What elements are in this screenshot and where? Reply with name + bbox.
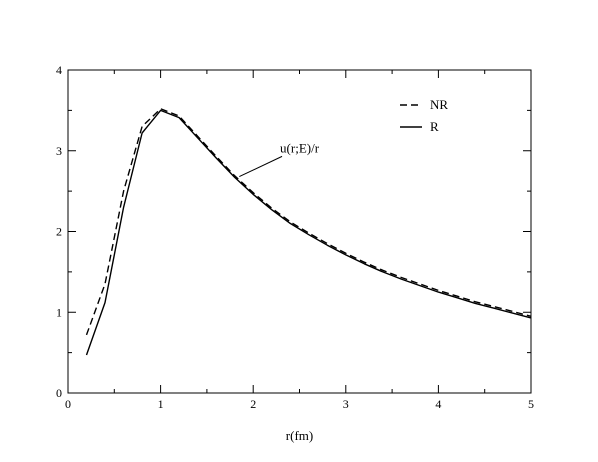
x-tick-label: 5 — [528, 397, 534, 411]
annotation-pointer — [239, 155, 283, 178]
y-tick-label: 3 — [56, 144, 62, 158]
legend: NR R — [400, 97, 448, 134]
y-tick-label: 4 — [56, 63, 62, 77]
x-tick-label: 0 — [65, 397, 71, 411]
plot-frame — [67, 69, 532, 394]
legend-label-r: R — [430, 119, 439, 134]
series-group — [85, 108, 532, 356]
y-tick-label: 0 — [56, 386, 62, 400]
series-line-nr — [85, 108, 532, 336]
axis-ticks: 0 1 2 3 4 5 0 1 2 3 4 — [56, 63, 534, 411]
legend-label-nr: NR — [430, 97, 448, 112]
x-tick-label: 3 — [343, 397, 349, 411]
x-tick-label: 1 — [158, 397, 164, 411]
annotations: u(r;E)/r — [239, 140, 320, 178]
x-tick-label: 4 — [435, 397, 441, 411]
annotation-label: u(r;E)/r — [280, 140, 320, 155]
series-line-r — [85, 109, 532, 356]
x-tick-label: 2 — [250, 397, 256, 411]
y-tick-label: 1 — [56, 305, 62, 319]
y-tick-label: 2 — [56, 225, 62, 239]
x-axis-label: r(fm) — [286, 428, 313, 443]
